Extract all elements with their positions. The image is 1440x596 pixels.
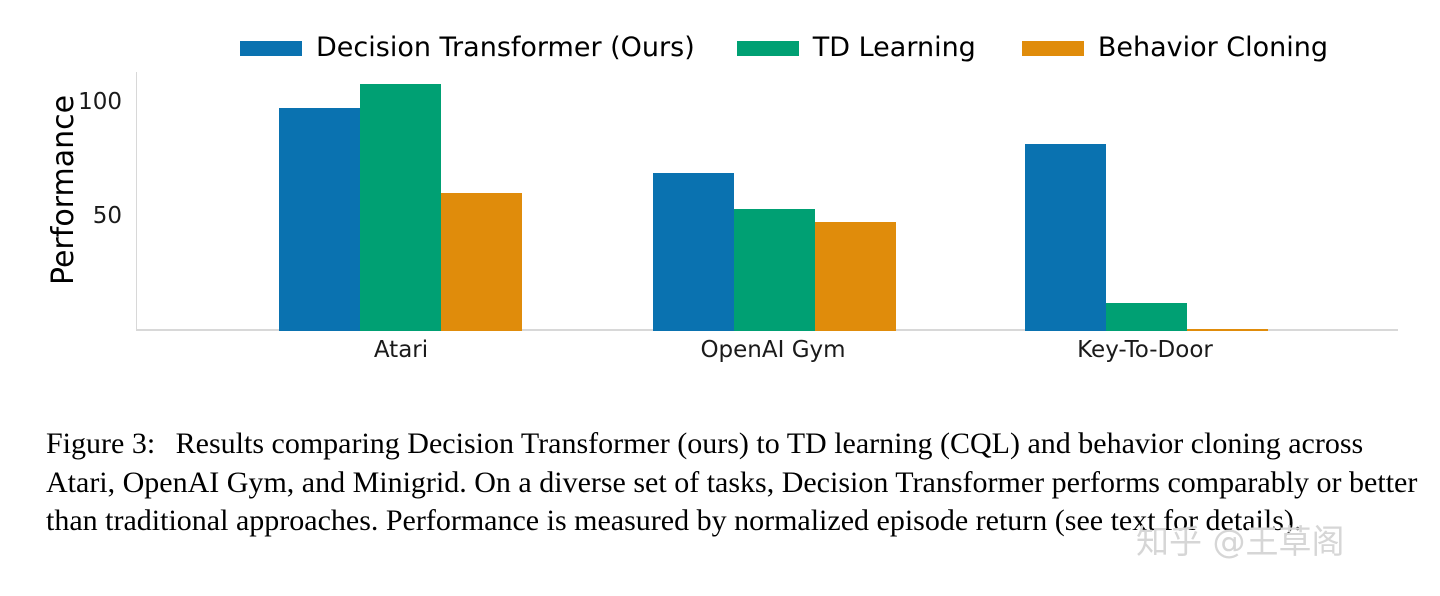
legend-swatch-behavior-cloning — [1021, 40, 1084, 56]
y-axis-title-text: Performance — [46, 94, 82, 286]
x-tick-label-openai-gym: OpenAI Gym — [700, 337, 846, 363]
bar-atari-behavior-cloning — [441, 193, 522, 331]
y-tick-label-100: 100 — [78, 89, 122, 115]
figure-caption-label: Figure 3: — [46, 427, 156, 460]
figure-caption: Figure 3: Results comparing Decision Tra… — [46, 425, 1418, 541]
bar-openai-gym-decision-transformer — [653, 173, 734, 331]
bar-key-to-door-decision-transformer — [1025, 144, 1106, 331]
legend-label-behavior-cloning: Behavior Cloning — [1097, 32, 1329, 63]
figure-caption-text: Results comparing Decision Transformer (… — [46, 427, 1418, 537]
y-tick-label-50: 50 — [92, 203, 122, 229]
bar-openai-gym-td-learning — [734, 209, 815, 331]
chart-legend: Decision Transformer (Ours) TD Learning … — [240, 26, 1330, 70]
legend-swatch-td-learning — [736, 40, 799, 56]
figure-3-bar-chart: Decision Transformer (Ours) TD Learning … — [46, 26, 1398, 363]
legend-item-decision-transformer[interactable]: Decision Transformer (Ours) — [240, 33, 695, 63]
legend-swatch-decision-transformer — [240, 40, 302, 56]
bar-openai-gym-behavior-cloning — [815, 222, 896, 331]
bar-key-to-door-behavior-cloning — [1187, 329, 1268, 331]
legend-label-decision-transformer: Decision Transformer (Ours) — [316, 32, 695, 63]
legend-label-td-learning: TD Learning — [812, 32, 976, 63]
plot-area: 100 50 — [78, 72, 1398, 331]
bar-key-to-door-td-learning — [1106, 303, 1187, 331]
legend-item-behavior-cloning[interactable]: Behavior Cloning — [1021, 32, 1329, 63]
bar-atari-decision-transformer — [279, 108, 360, 331]
y-axis-line — [136, 72, 137, 331]
bar-atari-td-learning — [360, 84, 441, 331]
x-tick-label-atari: Atari — [373, 337, 429, 363]
legend-item-td-learning[interactable]: TD Learning — [736, 32, 976, 63]
x-tick-label-key-to-door: Key-To-Door — [1077, 337, 1213, 363]
